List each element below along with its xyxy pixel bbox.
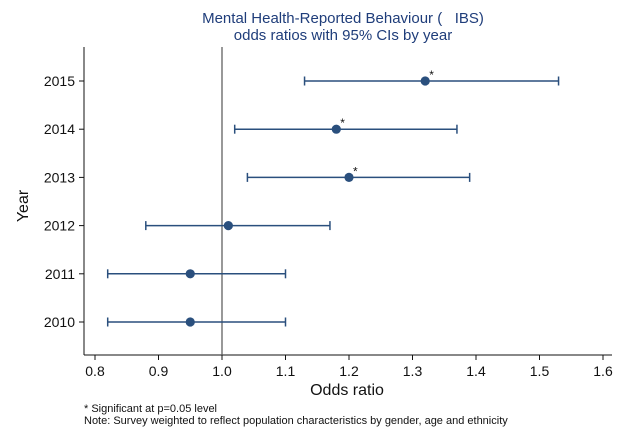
x-tick-label: 1.6	[593, 363, 613, 379]
y-tick-label: 2012	[44, 218, 75, 234]
y-tick-label: 2015	[44, 73, 75, 89]
survey-note: Note: Survey weighted to reflect populat…	[84, 415, 508, 427]
point-estimate	[331, 124, 341, 134]
y-tick-label: 2011	[45, 266, 75, 282]
plot-marks: * * *	[106, 47, 560, 355]
chart-title-line-2: odds ratios with 95% CIs by year	[234, 27, 452, 44]
point-estimate	[344, 172, 354, 182]
x-tick-label: 0.8	[85, 363, 105, 379]
x-tick-label: 1.1	[276, 363, 296, 379]
x-tick-label: 1.3	[403, 363, 423, 379]
chart-title-line-1: Mental Health-Reported Behaviour ( IBS)	[202, 10, 484, 27]
x-tick-label: 1.5	[530, 363, 550, 379]
significance-note: * Significant at p=0.05 level	[84, 403, 218, 415]
point-estimate	[223, 221, 233, 231]
significance-asterisk: *	[429, 68, 434, 82]
point-estimate	[185, 317, 195, 327]
y-tick-label: 2014	[44, 121, 75, 137]
axes: 0.8 0.9 1.0 1.1 1.2 1.3 1.4 1.5 1.6 2015 2014 2013 2…	[44, 47, 613, 379]
x-axis-title: Odds ratio	[310, 382, 384, 399]
x-tick-label: 1.4	[466, 363, 486, 379]
chart-title: Mental Health-Reported Behaviour ( IBS) …	[202, 10, 484, 44]
x-tick-label: 1.2	[339, 363, 359, 379]
significance-asterisk: *	[340, 116, 345, 130]
y-axis-title: Year	[15, 189, 32, 222]
significance-asterisk: *	[353, 164, 358, 178]
y-tick-label: 2010	[44, 314, 75, 330]
y-tick-label: 2013	[44, 169, 75, 185]
point-estimate	[185, 269, 195, 279]
point-estimate	[420, 76, 430, 86]
x-tick-label: 1.0	[212, 363, 232, 379]
x-tick-label: 0.9	[149, 363, 169, 379]
